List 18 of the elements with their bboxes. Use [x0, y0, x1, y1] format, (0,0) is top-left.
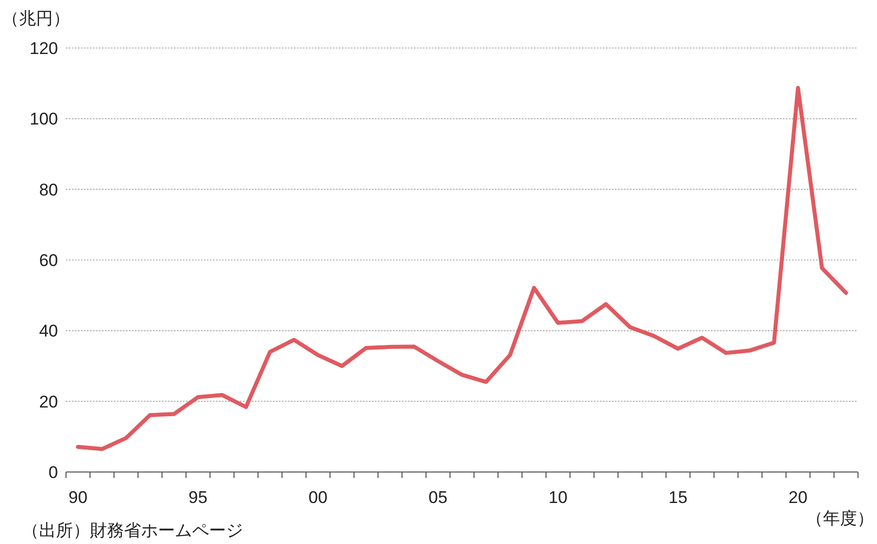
y-tick-label: 80 — [39, 180, 58, 200]
x-tick-label: 90 — [68, 488, 88, 507]
x-tick-label: 05 — [428, 488, 448, 507]
x-axis-title: （年度） — [806, 509, 874, 528]
line-series — [76, 86, 848, 452]
x-tick-label: 20 — [788, 488, 808, 507]
y-tick-label: 20 — [39, 392, 58, 412]
y-tick-label: 40 — [39, 322, 58, 341]
text: （出所）財務省ホームページ — [22, 521, 243, 540]
y-tick-label: 0 — [48, 463, 58, 482]
x-tick-label: 00 — [308, 488, 328, 507]
y-tick-label: 100 — [30, 110, 58, 129]
x-tick-label: 10 — [548, 488, 568, 507]
y-tick-label: 60 — [39, 251, 58, 270]
x-tick-label: 15 — [668, 488, 688, 507]
y-tick-label: 120 — [30, 39, 58, 58]
y-axis-title: （兆円） — [2, 9, 70, 28]
x-tick-label: 95 — [188, 488, 208, 507]
